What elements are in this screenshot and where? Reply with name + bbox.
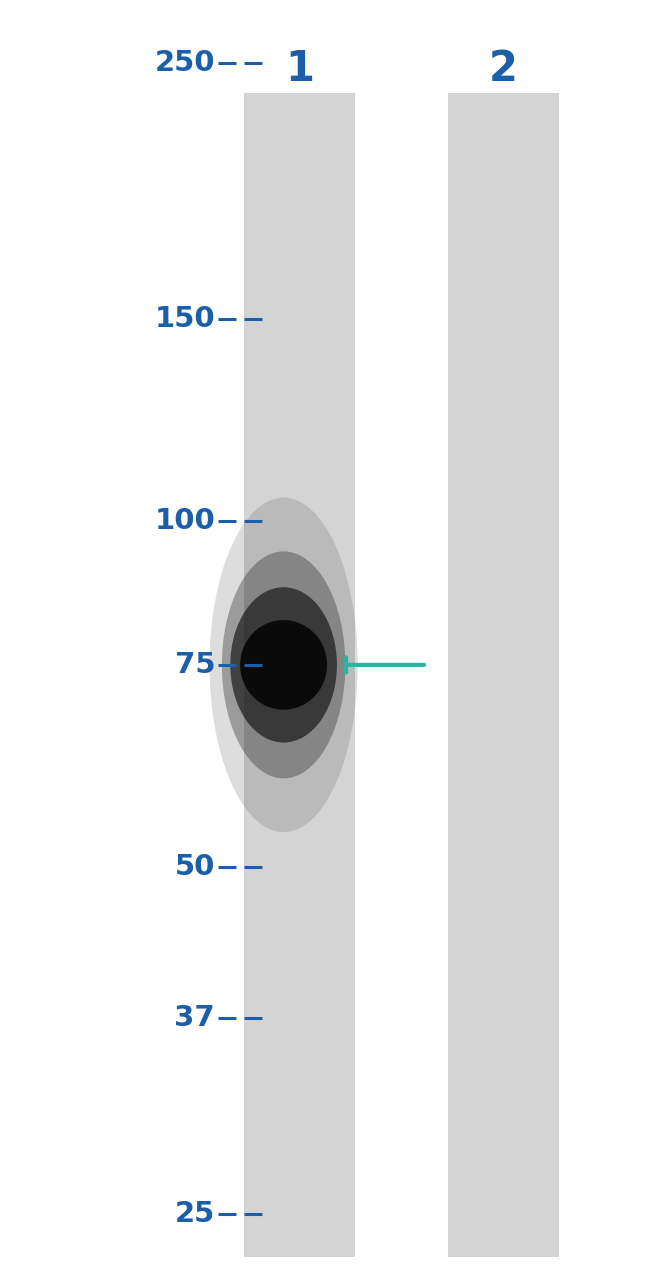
Ellipse shape	[209, 498, 358, 832]
Text: 1: 1	[285, 47, 314, 90]
Text: 250: 250	[155, 50, 215, 77]
Text: 50: 50	[175, 853, 215, 881]
Ellipse shape	[240, 620, 327, 710]
Bar	[244, 93, 356, 1257]
Bar	[448, 93, 559, 1257]
Ellipse shape	[222, 551, 345, 779]
Text: 25: 25	[175, 1200, 215, 1228]
Text: 2: 2	[489, 47, 518, 90]
Text: 37: 37	[174, 1003, 215, 1031]
Text: 100: 100	[154, 507, 215, 535]
Text: 75: 75	[175, 652, 215, 679]
Text: 150: 150	[155, 305, 215, 333]
Ellipse shape	[230, 587, 337, 743]
